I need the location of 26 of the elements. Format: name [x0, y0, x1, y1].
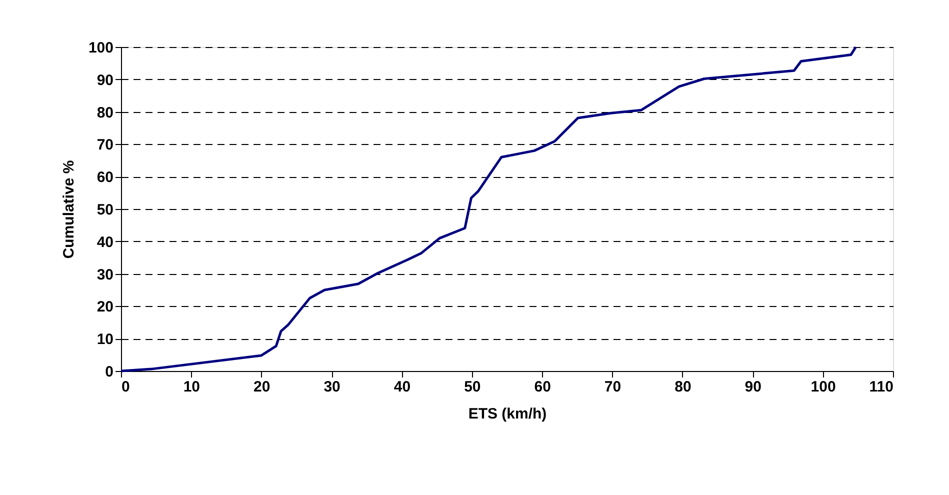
y-tick-label: 30	[96, 266, 114, 284]
y-axis-title: Cumulative %	[60, 160, 78, 259]
y-tick-label: 40	[96, 234, 114, 251]
x-tick-label: 110	[869, 378, 894, 396]
x-tick-label: 80	[674, 378, 692, 396]
x-tick-label: 70	[604, 378, 622, 396]
y-tick-label: 20	[96, 298, 114, 316]
y-tick-label: 0	[105, 364, 114, 380]
y-tick-label: 100	[88, 40, 114, 56]
x-tick-label: 30	[324, 378, 340, 396]
y-tick-label: 90	[96, 72, 114, 89]
line-series	[120, 46, 858, 372]
y-tick-label: 50	[96, 202, 114, 218]
y-tick-label: 60	[96, 169, 114, 186]
x-tick-label: 10	[183, 378, 200, 396]
x-tick-label: 0	[122, 378, 130, 396]
x-tick-label: 50	[464, 378, 481, 396]
y-tick-label: 70	[96, 136, 114, 154]
x-tick-label: 60	[534, 378, 551, 396]
x-tick-label: 90	[744, 378, 762, 396]
y-tick-label: 80	[96, 104, 114, 122]
y-tick-label: 10	[96, 331, 114, 348]
x-tick-label: 100	[810, 378, 836, 396]
x-axis-title: ETS (km/h)	[468, 406, 547, 422]
x-tick-label: 40	[394, 378, 411, 396]
x-tick-label: 20	[254, 378, 270, 396]
